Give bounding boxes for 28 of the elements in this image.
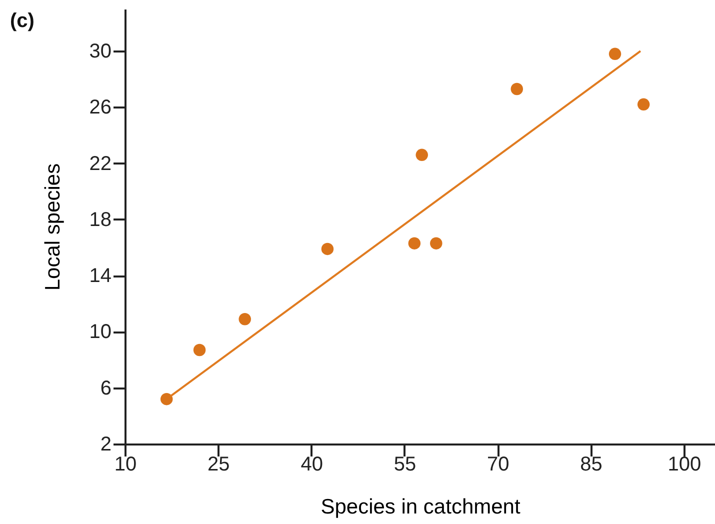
- y-tick-label: 10: [89, 321, 112, 344]
- point: [321, 242, 334, 256]
- point: [430, 237, 442, 250]
- point: [416, 148, 428, 162]
- point: [238, 313, 251, 326]
- point: [408, 237, 421, 250]
- y-tick-label: 18: [89, 208, 112, 231]
- text: (c): [10, 10, 34, 32]
- point: [160, 392, 173, 406]
- y-tick-label: 6: [100, 377, 112, 400]
- y-tick-label: 2: [100, 434, 112, 456]
- x-tick-label: 10: [114, 454, 137, 476]
- y-tick-label: 30: [89, 40, 112, 63]
- x-tick-label: 55: [394, 454, 416, 476]
- x-tick-label: 100: [668, 454, 702, 476]
- y-tick-label: 22: [89, 152, 112, 175]
- y-tick-label: 14: [89, 265, 112, 288]
- y-tick-label: 26: [89, 96, 112, 119]
- point: [637, 98, 650, 111]
- x-tick-label: 85: [580, 454, 602, 476]
- x-tick-label: 40: [300, 454, 323, 476]
- x-axis-title: Species in catchment: [320, 496, 520, 518]
- point: [510, 82, 524, 96]
- point: [193, 344, 206, 356]
- x-tick-label: 25: [208, 454, 230, 476]
- y-axis-title: Local species: [41, 163, 64, 291]
- x-tick-label: 70: [487, 454, 510, 476]
- point: [608, 48, 622, 60]
